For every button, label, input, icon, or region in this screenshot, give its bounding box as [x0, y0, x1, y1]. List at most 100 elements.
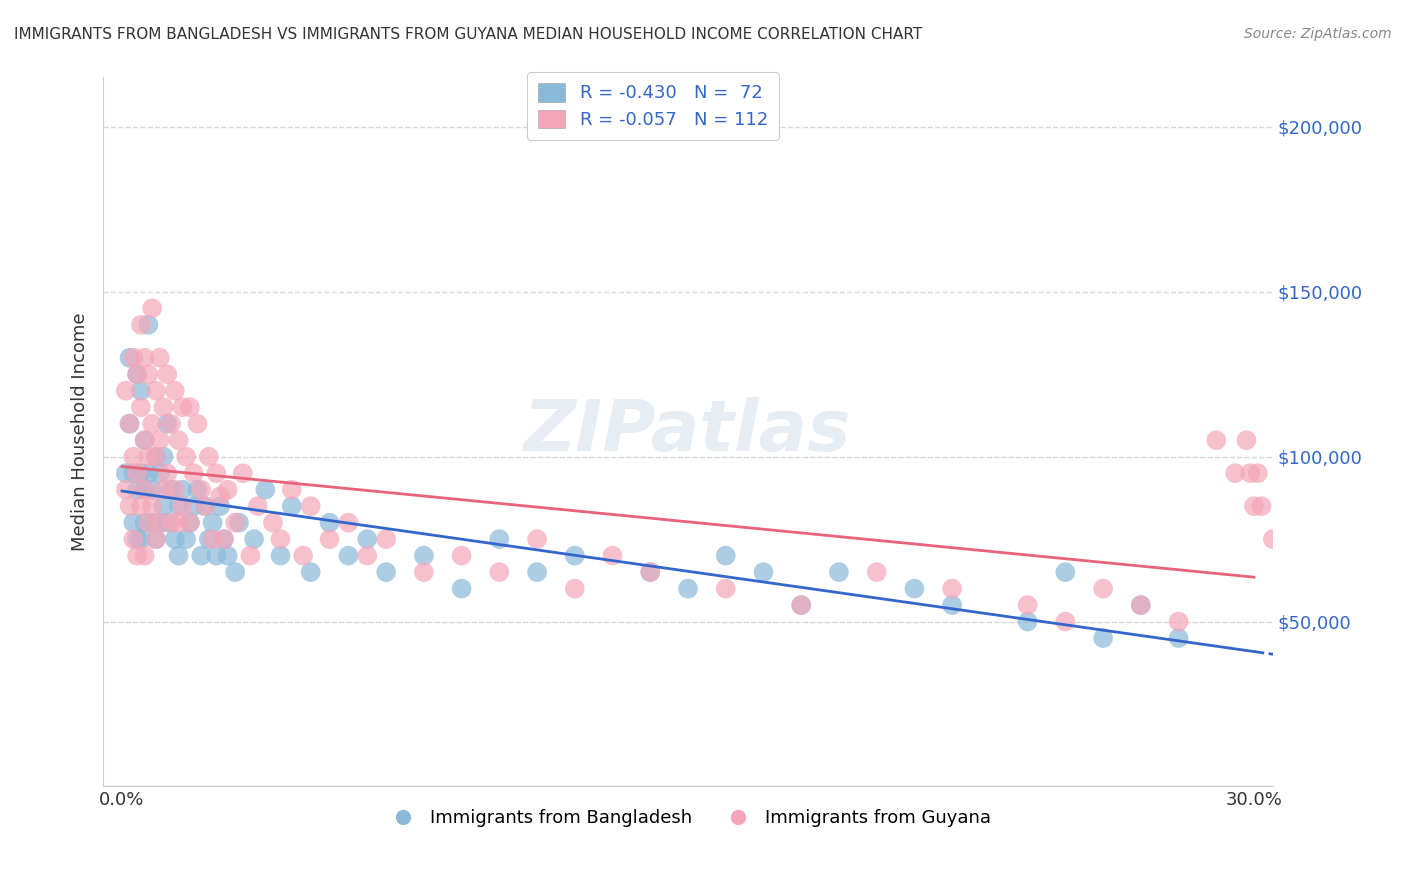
Point [138, 450, 160, 464]
Point [903, 582, 925, 596]
Point [163, 384, 186, 398]
Point [134, 483, 156, 497]
Point [167, 499, 190, 513]
Point [1326, 549, 1348, 563]
Point [790, 598, 813, 612]
Point [145, 532, 167, 546]
Point [239, 549, 262, 563]
Point [138, 466, 160, 480]
Point [122, 466, 145, 480]
Point [676, 582, 699, 596]
Point [1337, 582, 1360, 596]
Point [145, 450, 167, 464]
Point [186, 483, 208, 497]
Point [160, 516, 183, 530]
Point [134, 483, 156, 497]
Point [356, 549, 378, 563]
Point [450, 582, 472, 596]
Point [141, 483, 163, 497]
Point [134, 434, 156, 448]
Point [299, 499, 322, 513]
Point [1355, 598, 1378, 612]
Point [127, 549, 149, 563]
Point [134, 351, 156, 365]
Point [752, 565, 775, 579]
Point [1250, 499, 1272, 513]
Point [183, 466, 205, 480]
Point [1236, 434, 1258, 448]
Point [152, 483, 174, 497]
Y-axis label: Median Household Income: Median Household Income [72, 313, 89, 551]
Point [163, 483, 186, 497]
Point [1017, 615, 1039, 629]
Point [1054, 565, 1077, 579]
Point [205, 549, 228, 563]
Point [163, 532, 186, 546]
Point [201, 532, 224, 546]
Point [1129, 598, 1152, 612]
Point [179, 516, 201, 530]
Point [134, 434, 156, 448]
Point [318, 516, 340, 530]
Point [186, 417, 208, 431]
Point [526, 532, 548, 546]
Point [488, 565, 510, 579]
Point [1239, 466, 1261, 480]
Point [564, 549, 586, 563]
Point [941, 598, 963, 612]
Point [118, 417, 141, 431]
Point [152, 401, 174, 415]
Point [183, 499, 205, 513]
Point [127, 532, 149, 546]
Point [141, 499, 163, 513]
Point [602, 549, 624, 563]
Point [122, 351, 145, 365]
Point [1223, 466, 1246, 480]
Point [205, 466, 228, 480]
Point [212, 532, 235, 546]
Point [197, 450, 219, 464]
Point [194, 499, 217, 513]
Point [212, 532, 235, 546]
Point [167, 549, 190, 563]
Point [790, 598, 813, 612]
Point [1261, 532, 1284, 546]
Point [450, 549, 472, 563]
Point [337, 549, 360, 563]
Point [292, 549, 315, 563]
Point [156, 516, 179, 530]
Point [172, 401, 194, 415]
Point [152, 450, 174, 464]
Point [129, 499, 152, 513]
Point [149, 351, 172, 365]
Point [134, 549, 156, 563]
Point [149, 516, 172, 530]
Point [1092, 582, 1115, 596]
Point [217, 483, 239, 497]
Point [145, 384, 167, 398]
Point [1299, 549, 1322, 563]
Point [145, 450, 167, 464]
Point [129, 384, 152, 398]
Point [118, 417, 141, 431]
Point [640, 565, 662, 579]
Point [174, 450, 197, 464]
Point [1092, 631, 1115, 645]
Point [224, 516, 246, 530]
Point [129, 401, 152, 415]
Point [356, 532, 378, 546]
Point [127, 466, 149, 480]
Point [134, 516, 156, 530]
Point [129, 466, 152, 480]
Point [1272, 499, 1295, 513]
Point [122, 516, 145, 530]
Point [714, 549, 737, 563]
Point [114, 466, 136, 480]
Point [152, 499, 174, 513]
Point [141, 301, 163, 316]
Point [209, 499, 232, 513]
Point [209, 489, 232, 503]
Legend: Immigrants from Bangladesh, Immigrants from Guyana: Immigrants from Bangladesh, Immigrants f… [378, 802, 998, 834]
Point [1129, 598, 1152, 612]
Point [228, 516, 250, 530]
